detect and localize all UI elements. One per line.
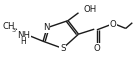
- Text: 3: 3: [11, 28, 16, 33]
- Text: N: N: [43, 23, 50, 32]
- Text: H: H: [21, 37, 26, 46]
- Text: OH: OH: [84, 5, 97, 14]
- Text: O: O: [109, 20, 116, 29]
- Text: S: S: [60, 44, 65, 53]
- Text: CH: CH: [3, 22, 15, 31]
- Text: O: O: [94, 44, 100, 53]
- Text: NH: NH: [17, 31, 30, 40]
